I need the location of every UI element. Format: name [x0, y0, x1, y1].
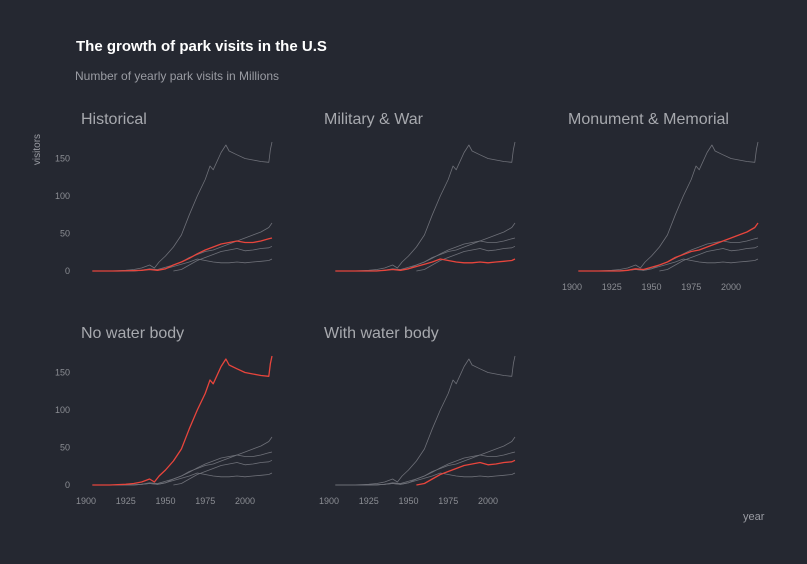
facet-panel-with-water-body: With water body 1900 1925 1950 1975 2000 — [319, 325, 516, 506]
series-line-military-and-war-highlighted — [335, 258, 516, 272]
series-line-monument-and-memorial — [92, 222, 273, 272]
series-line-historical — [92, 451, 273, 486]
series-line-no-water-body-highlighted — [92, 355, 273, 486]
x-axis-title: year — [743, 511, 765, 523]
x-tick-label: 1900 — [76, 496, 96, 506]
facet-title: Historical — [81, 111, 147, 128]
series-line-historical — [335, 237, 516, 272]
facet-panel-monument-and-memorial: Monument & Memorial 1900 1925 1950 1975 2000 — [562, 111, 759, 292]
x-tick-label: 1975 — [681, 282, 701, 292]
x-tick-label: 1975 — [195, 496, 215, 506]
series-line-military-and-war — [578, 258, 759, 272]
facet-title: Military & War — [324, 111, 424, 128]
facet-panel-no-water-body: No water body 0 50 100 150 1900 1925 1950 1975 20… — [55, 325, 273, 506]
series-line-with-water-body — [416, 245, 516, 272]
x-tick-label: 1925 — [116, 496, 136, 506]
y-tick-label: 50 — [60, 229, 70, 239]
series-line-with-water-body — [659, 245, 759, 272]
facet-panel-military-and-war: Military & War — [324, 111, 516, 272]
x-tick-label: 1950 — [155, 496, 175, 506]
x-tick-label: 1900 — [319, 496, 339, 506]
series-line-with-water-body — [173, 459, 273, 486]
y-tick-label: 100 — [55, 405, 70, 415]
series-line-military-and-war — [92, 472, 273, 486]
x-tick-label: 1975 — [438, 496, 458, 506]
y-tick-label: 50 — [60, 443, 70, 453]
y-tick-label: 0 — [65, 480, 70, 490]
series-line-monument-and-memorial — [335, 436, 516, 486]
chart-title: The growth of park visits in the U.S — [76, 38, 327, 55]
series-line-with-water-body-highlighted — [416, 459, 516, 486]
facet-title: With water body — [324, 325, 439, 342]
x-tick-label: 1950 — [398, 496, 418, 506]
x-tick-label: 2000 — [235, 496, 255, 506]
series-line-military-and-war — [335, 472, 516, 486]
x-tick-label: 1925 — [602, 282, 622, 292]
x-tick-label: 2000 — [478, 496, 498, 506]
series-line-no-water-body — [92, 141, 273, 272]
facet-panel-historical: Historical 0 50 100 150 — [55, 111, 273, 276]
series-line-no-water-body — [578, 141, 759, 272]
series-line-historical — [578, 237, 759, 272]
y-tick-label: 150 — [55, 368, 70, 378]
x-tick-label: 1925 — [359, 496, 379, 506]
x-tick-label: 1900 — [562, 282, 582, 292]
series-line-no-water-body — [335, 355, 516, 486]
series-line-monument-and-memorial — [92, 436, 273, 486]
series-line-monument-and-memorial-highlighted — [578, 222, 759, 272]
chart-subtitle: Number of yearly park visits in Millions — [75, 69, 280, 83]
x-tick-label: 2000 — [721, 282, 741, 292]
series-line-monument-and-memorial — [335, 222, 516, 272]
facet-title: Monument & Memorial — [568, 111, 729, 128]
y-tick-label: 0 — [65, 266, 70, 276]
y-tick-label: 100 — [55, 191, 70, 201]
y-tick-label: 150 — [55, 154, 70, 164]
series-line-with-water-body — [173, 245, 273, 272]
series-line-historical-highlighted — [92, 237, 273, 272]
x-tick-label: 1950 — [641, 282, 661, 292]
series-line-historical — [335, 451, 516, 486]
facet-title: No water body — [81, 325, 184, 342]
series-line-no-water-body — [335, 141, 516, 272]
